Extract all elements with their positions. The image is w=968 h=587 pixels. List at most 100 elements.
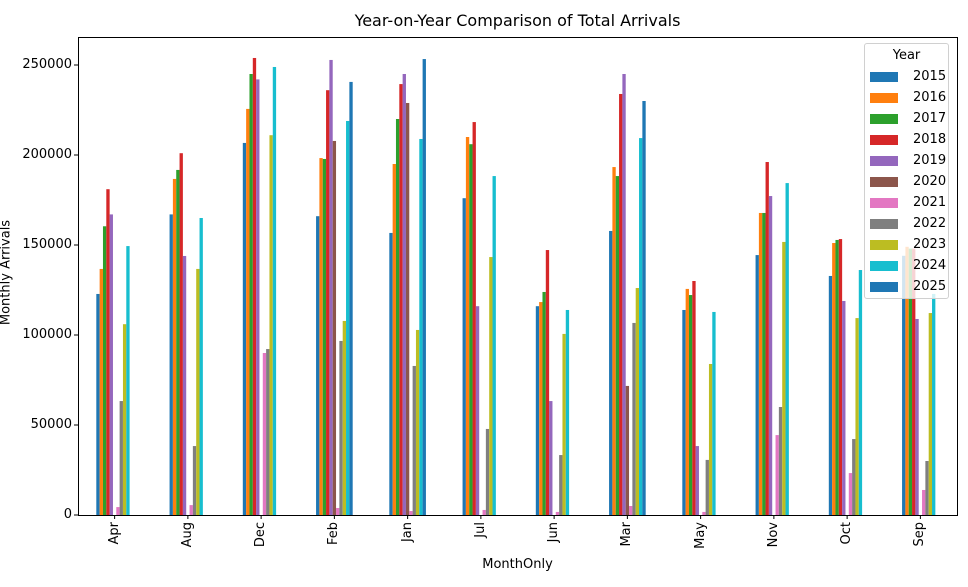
bar-aug-2022 xyxy=(192,446,197,515)
bar-feb-2015 xyxy=(316,216,320,515)
legend-label: 2015 xyxy=(913,69,947,84)
bar-apr-2015 xyxy=(96,293,100,515)
bar-aug-2016 xyxy=(172,178,177,515)
legend-swatch xyxy=(870,197,898,208)
legend-item-2016: 2016 xyxy=(865,87,948,108)
bar-dec-2021 xyxy=(262,353,267,515)
bar-jun-2023 xyxy=(562,333,566,515)
legend-swatch xyxy=(870,281,898,292)
bar-may-2019 xyxy=(695,446,699,515)
y-tick-label: 50000 xyxy=(30,417,72,432)
bar-apr-2024 xyxy=(126,246,130,515)
legend-label: 2021 xyxy=(913,195,947,210)
bar-jun-2016 xyxy=(539,302,543,515)
bar-apr-2018 xyxy=(106,189,110,515)
x-tick-label: Oct xyxy=(839,522,855,545)
bar-mar-2024 xyxy=(639,138,643,515)
legend-swatch xyxy=(870,92,898,103)
legend-item-2024: 2024 xyxy=(865,255,948,276)
bar-sep-2022 xyxy=(925,461,929,515)
legend-label: 2018 xyxy=(913,132,947,147)
bar-mar-2019 xyxy=(622,74,626,515)
legend-label: 2022 xyxy=(913,216,947,231)
y-tick-label: 100000 xyxy=(22,327,72,342)
bar-nov-2021 xyxy=(775,435,779,515)
bar-oct-2022 xyxy=(852,439,856,515)
bar-nov-2015 xyxy=(755,255,759,515)
bar-sep-2023 xyxy=(928,313,933,515)
legend-label: 2023 xyxy=(913,237,947,252)
bar-dec-2017 xyxy=(249,74,253,515)
legend-swatch xyxy=(870,239,898,250)
bar-jul-2017 xyxy=(469,144,473,515)
y-tick-label: 250000 xyxy=(22,57,72,72)
bar-oct-2021 xyxy=(848,473,853,515)
bar-jul-2018 xyxy=(472,122,476,515)
bar-sep-2018 xyxy=(912,248,916,515)
legend-swatch xyxy=(870,218,898,229)
bar-aug-2015 xyxy=(169,214,173,515)
x-tick-label: May xyxy=(692,522,708,549)
bar-jan-2015 xyxy=(389,232,393,515)
x-tick-label: Mar xyxy=(619,522,635,547)
bar-feb-2018 xyxy=(326,90,330,515)
bar-jan-2024 xyxy=(419,138,423,516)
bar-jul-2023 xyxy=(489,257,493,515)
bar-may-2015 xyxy=(682,309,686,515)
bar-jun-2018 xyxy=(545,250,550,516)
bar-jun-2019 xyxy=(549,401,553,515)
legend-item-2020: 2020 xyxy=(865,171,948,192)
bar-apr-2019 xyxy=(109,214,113,515)
bar-dec-2016 xyxy=(246,108,250,516)
bar-sep-2021 xyxy=(922,489,926,515)
bar-aug-2017 xyxy=(176,169,180,515)
bar-dec-2015 xyxy=(242,142,247,515)
bar-mar-2020 xyxy=(625,385,630,515)
bar-may-2016 xyxy=(685,288,689,515)
bar-nov-2016 xyxy=(758,212,763,515)
x-tick-label: Apr xyxy=(106,522,122,545)
bar-nov-2018 xyxy=(765,162,769,515)
bar-may-2021 xyxy=(702,511,706,515)
bar-sep-2024 xyxy=(932,293,936,515)
bar-aug-2023 xyxy=(196,268,200,515)
bar-aug-2021 xyxy=(189,505,193,515)
bar-aug-2024 xyxy=(199,218,203,515)
legend-label: 2016 xyxy=(913,90,947,105)
bar-mar-2023 xyxy=(635,288,640,515)
bar-nov-2024 xyxy=(785,183,789,515)
bar-dec-2023 xyxy=(269,135,273,515)
bar-may-2023 xyxy=(708,363,713,515)
bar-may-2017 xyxy=(688,295,693,515)
bar-jan-2019 xyxy=(402,74,406,515)
bar-aug-2018 xyxy=(179,153,183,515)
bar-mar-2021 xyxy=(629,506,633,515)
bar-jun-2024 xyxy=(565,309,570,515)
bar-oct-2017 xyxy=(835,239,839,515)
bar-feb-2022 xyxy=(339,340,343,515)
bar-jun-2022 xyxy=(559,455,563,515)
chart-title: Year-on-Year Comparison of Total Arrival… xyxy=(354,11,681,30)
legend-item-2022: 2022 xyxy=(865,213,948,234)
y-tick-label: 150000 xyxy=(22,237,72,252)
bar-jul-2016 xyxy=(465,137,470,515)
bars-group xyxy=(96,57,936,516)
bar-mar-2016 xyxy=(612,167,616,515)
bar-jan-2025 xyxy=(422,59,426,516)
bar-apr-2022 xyxy=(119,401,123,515)
x-tick-label: Aug xyxy=(179,522,195,548)
axes-frame xyxy=(78,37,958,516)
bar-jun-2021 xyxy=(555,511,560,515)
bar-nov-2023 xyxy=(782,241,786,515)
bar-nov-2019 xyxy=(768,196,773,516)
legend-item-2019: 2019 xyxy=(865,150,948,171)
legend: Year 2015 2016 2017 2018 2019 2020 2021 2022 202… xyxy=(864,43,949,299)
legend-swatch xyxy=(870,176,898,187)
bar-mar-2025 xyxy=(642,101,646,515)
legend-label: 2020 xyxy=(913,174,947,189)
x-tick-label: Jul xyxy=(472,522,488,538)
x-tick-label: Nov xyxy=(765,522,781,548)
legend-swatch xyxy=(870,134,898,145)
y-axis-label: Monthly Arrivals xyxy=(0,219,14,326)
